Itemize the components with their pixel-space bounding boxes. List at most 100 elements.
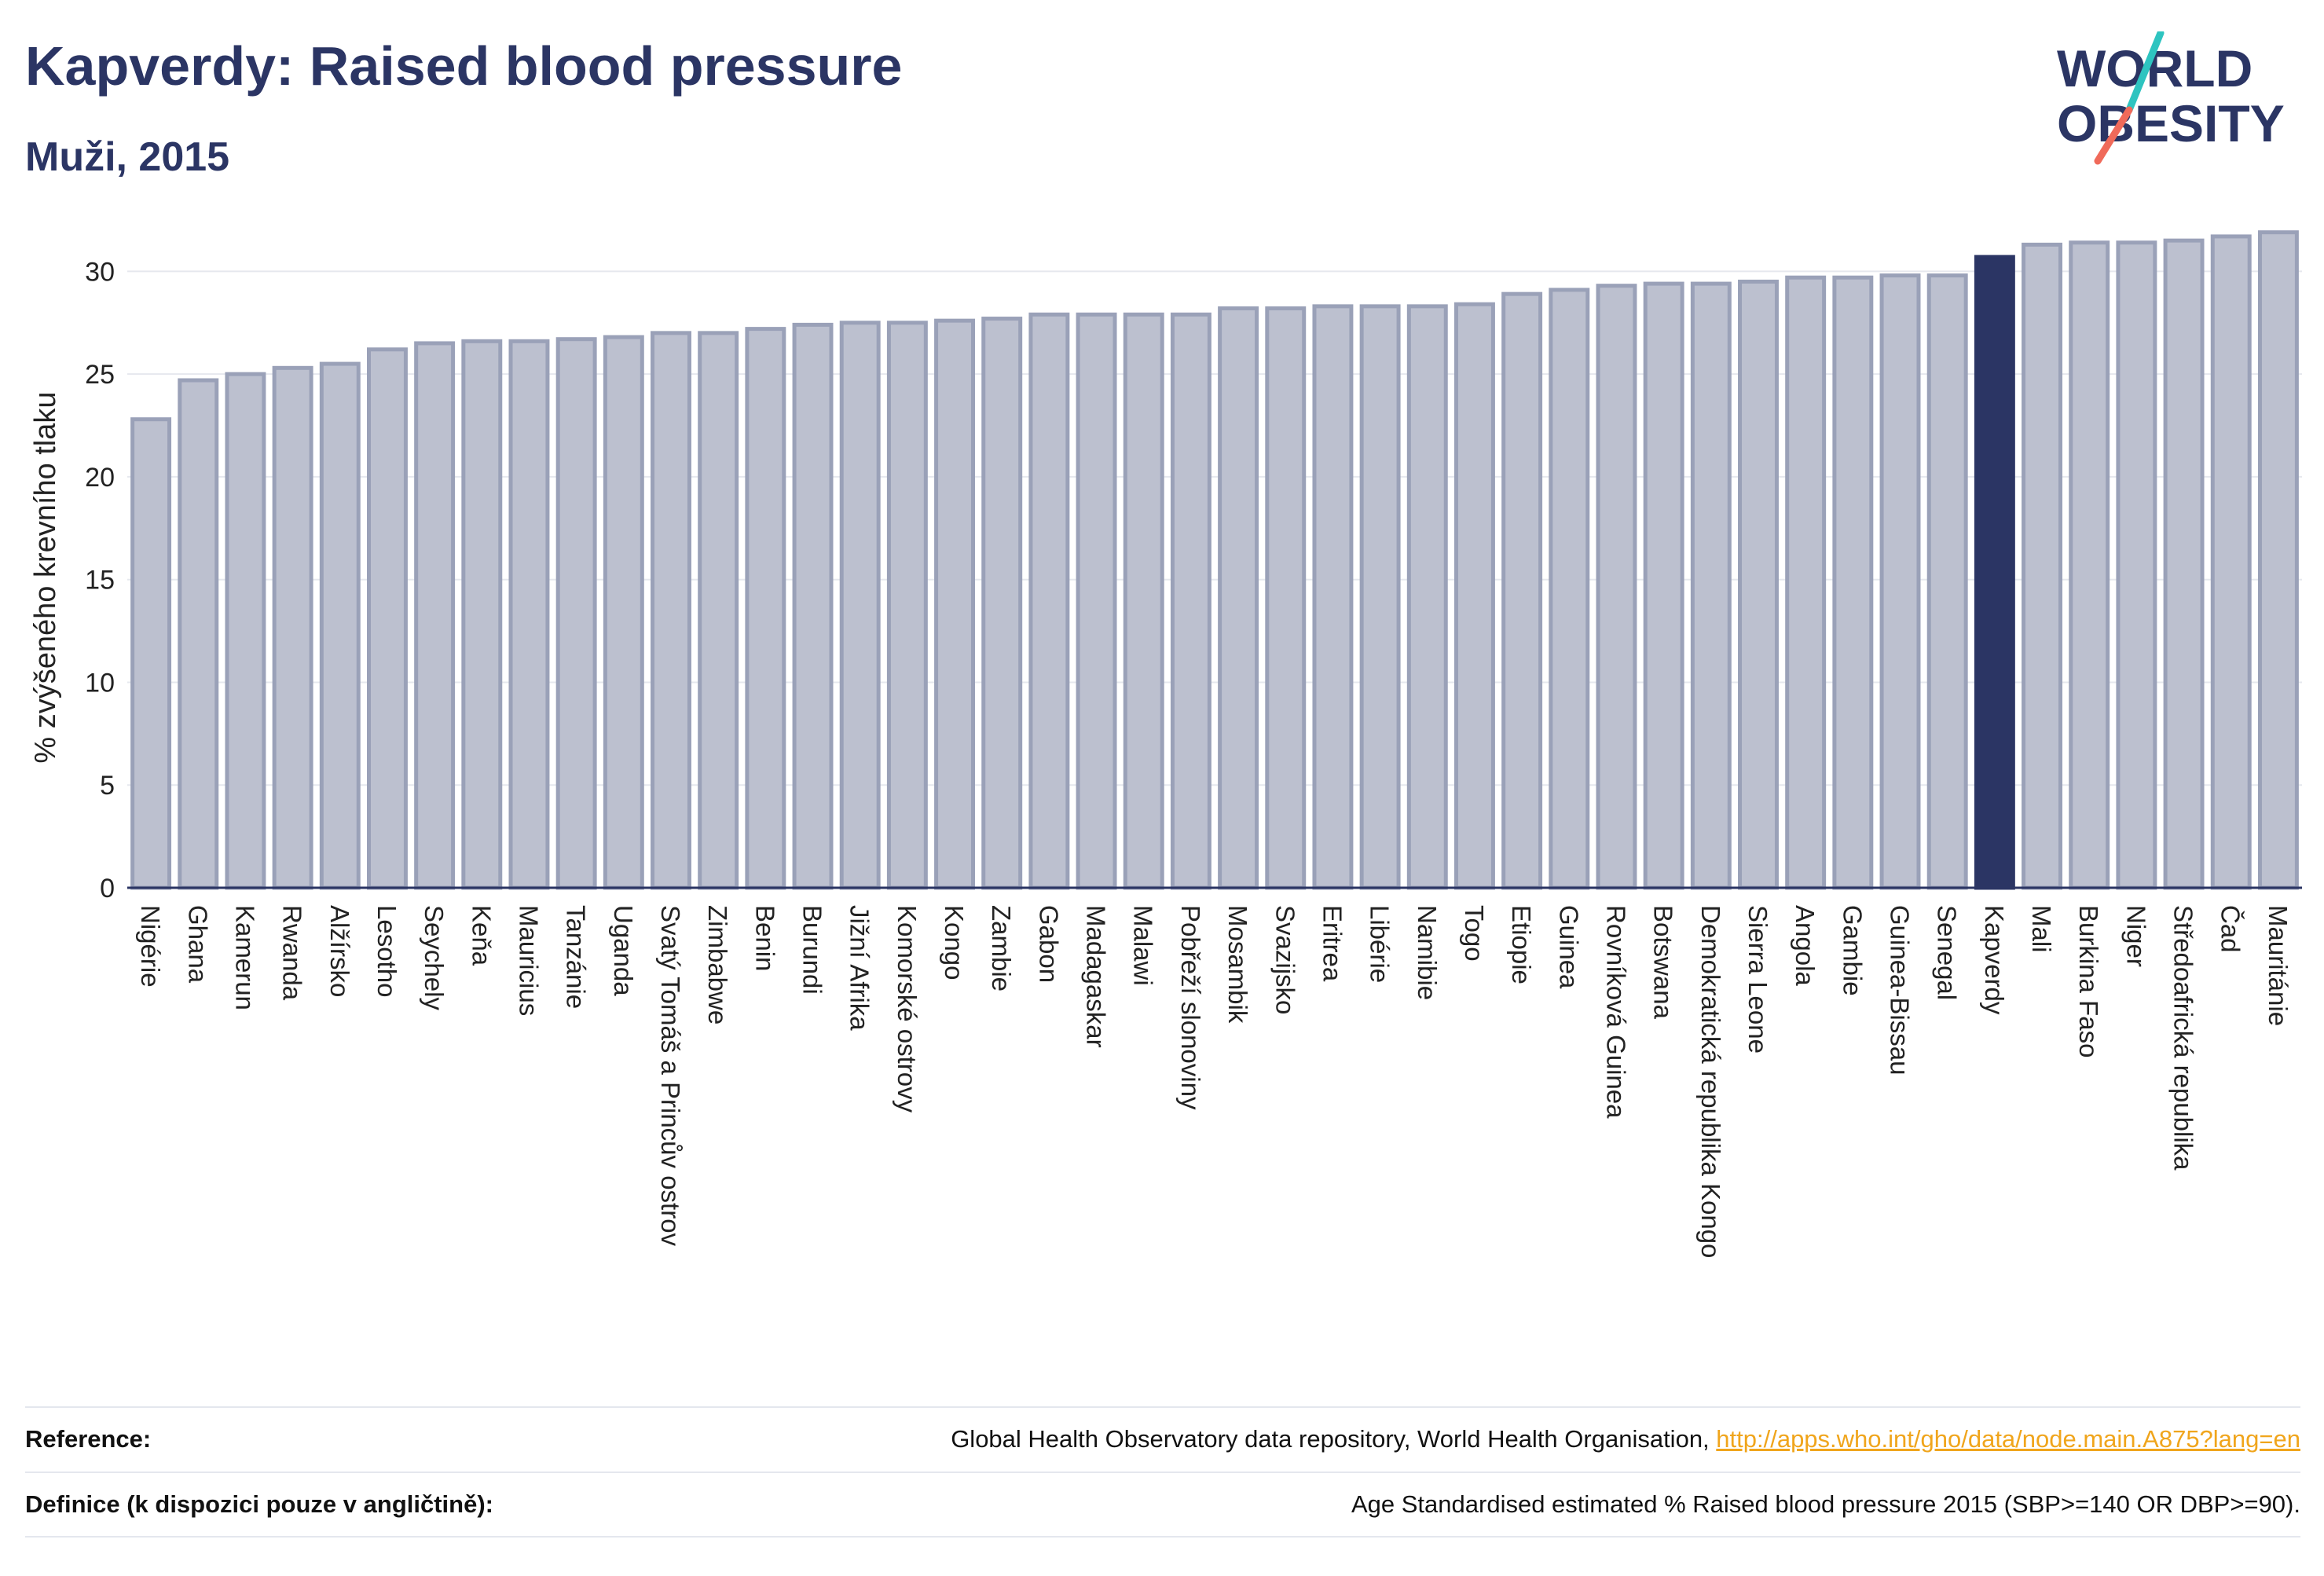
bar — [2116, 240, 2157, 890]
logo-line2: OBESITY — [2057, 94, 2285, 152]
x-tick-label: Etiopie — [1507, 905, 1536, 984]
x-tick-label: Burkina Faso — [2074, 905, 2103, 1057]
bar — [319, 361, 361, 890]
x-tick-label: Čad — [2216, 905, 2245, 953]
x-tick-label: Kongo — [940, 905, 969, 980]
bar — [1453, 302, 1495, 890]
x-tick-label: Pobřeží slonoviny — [1176, 905, 1205, 1110]
reference-value: Global Health Observatory data repositor… — [951, 1425, 2300, 1453]
bar — [1832, 275, 1874, 890]
y-tick-label: 5 — [100, 771, 115, 801]
x-tick-label: Libérie — [1365, 905, 1395, 983]
definition-row: Definice (k dispozici pouze v angličtině… — [25, 1472, 2300, 1536]
x-tick-label: Guinea — [1554, 905, 1583, 989]
logo-slash-teal — [2125, 31, 2165, 114]
bar — [839, 321, 881, 890]
bar — [414, 341, 456, 890]
bar — [981, 317, 1023, 890]
reference-text: Global Health Observatory data repositor… — [951, 1425, 1717, 1453]
x-tick-label: Uganda — [609, 905, 638, 996]
bar — [603, 335, 644, 890]
bar — [1738, 279, 1779, 890]
x-tick-label: Svazijsko — [1270, 905, 1299, 1014]
y-tick-label: 10 — [85, 668, 115, 698]
x-tick-label: Zambie — [987, 905, 1016, 991]
definition-label: Definice (k dispozici pouze v angličtině… — [25, 1490, 493, 1518]
x-tick-label: Angola — [1791, 905, 1820, 986]
bar — [555, 337, 597, 890]
x-tick-label: Mali — [2027, 905, 2056, 953]
x-tick-label: Rovníková Guinea — [1601, 905, 1630, 1119]
x-tick-label: Togo — [1460, 905, 1489, 962]
bar — [461, 339, 503, 890]
bar — [178, 378, 219, 890]
bar — [1359, 304, 1401, 890]
x-tick-label: Mauricius — [514, 905, 543, 1016]
bar — [272, 365, 313, 890]
y-tick-label: 20 — [85, 463, 115, 493]
x-tick-label: Gabon — [1034, 905, 1063, 983]
x-tick-label: Tanzánie — [562, 905, 591, 1009]
bar — [1028, 312, 1070, 890]
bar — [508, 339, 550, 890]
reference-row: Reference: Global Health Observatory dat… — [25, 1406, 2300, 1471]
x-tick-label: Botswana — [1649, 905, 1678, 1020]
bar — [1785, 275, 1827, 890]
x-tick-label: Rwanda — [278, 905, 307, 1001]
x-tick-label: Burundi — [798, 905, 827, 995]
bar — [1501, 291, 1543, 890]
x-tick-label: Alžírsko — [325, 905, 354, 997]
bar — [1406, 304, 1448, 890]
x-tick-label: Seychely — [420, 905, 449, 1010]
x-tick-label: Komorské ostrovy — [893, 905, 922, 1113]
bar — [1170, 312, 1211, 890]
bar — [1596, 284, 1637, 890]
bar — [1549, 288, 1590, 890]
bar — [745, 327, 786, 890]
definition-text: Age Standardised estimated % Raised bloo… — [1351, 1490, 2300, 1518]
x-tick-label: Gambie — [1838, 905, 1867, 996]
bar — [934, 318, 976, 890]
x-tick-label: Kamerun — [230, 905, 259, 1010]
bar — [2163, 238, 2205, 890]
bar — [1123, 312, 1164, 890]
bar — [1218, 306, 1259, 890]
x-tick-label: Ghana — [183, 905, 212, 984]
bar — [886, 321, 928, 890]
y-axis-label: % zvýšeného krevního tlaku — [29, 391, 62, 763]
x-tick-label: Guinea-Bissau — [1886, 905, 1915, 1075]
bar — [130, 417, 172, 890]
bar — [1265, 306, 1307, 890]
x-tick-label: Senegal — [1933, 905, 1962, 1000]
x-tick-label: Madagaskar — [1082, 905, 1111, 1048]
y-tick-label: 0 — [100, 874, 115, 903]
bar — [1312, 304, 1354, 890]
bar — [1690, 281, 1732, 890]
x-tick-label: Mosambik — [1223, 905, 1252, 1024]
bar — [2210, 234, 2252, 890]
bar — [2069, 240, 2110, 890]
bar — [698, 331, 739, 890]
bar — [1879, 273, 1921, 890]
x-tick-label: Středoafrická republika — [2169, 905, 2198, 1171]
footer-divider — [25, 1536, 2300, 1538]
x-tick-label: Svatý Tomáš a Princův ostrov — [656, 905, 685, 1247]
x-tick-label: Sierra Leone — [1743, 905, 1772, 1054]
x-tick-label: Jižní Afrika — [845, 905, 874, 1031]
bar — [366, 347, 408, 890]
x-tick-label: Keňa — [467, 905, 496, 966]
y-tick-label: 30 — [85, 257, 115, 287]
reference-label: Reference: — [25, 1425, 152, 1453]
bar — [1076, 312, 1117, 890]
bar — [1926, 273, 1968, 890]
x-tick-label: Benin — [750, 905, 779, 971]
bar — [2022, 242, 2063, 890]
logo-slash-coral — [2094, 106, 2133, 165]
x-tick-label: Namibie — [1413, 905, 1442, 1000]
x-tick-label: Eritrea — [1318, 905, 1347, 982]
bar — [792, 322, 834, 890]
x-tick-label: Lesotho — [372, 905, 401, 997]
reference-link[interactable]: http://apps.who.int/gho/data/node.main.A… — [1716, 1425, 2300, 1453]
x-tick-label: Nigérie — [136, 905, 165, 988]
bar-chart: 0 5 10 15 20 25 30 % zvýšeného krevního tlaku Ni… — [29, 230, 2302, 1258]
